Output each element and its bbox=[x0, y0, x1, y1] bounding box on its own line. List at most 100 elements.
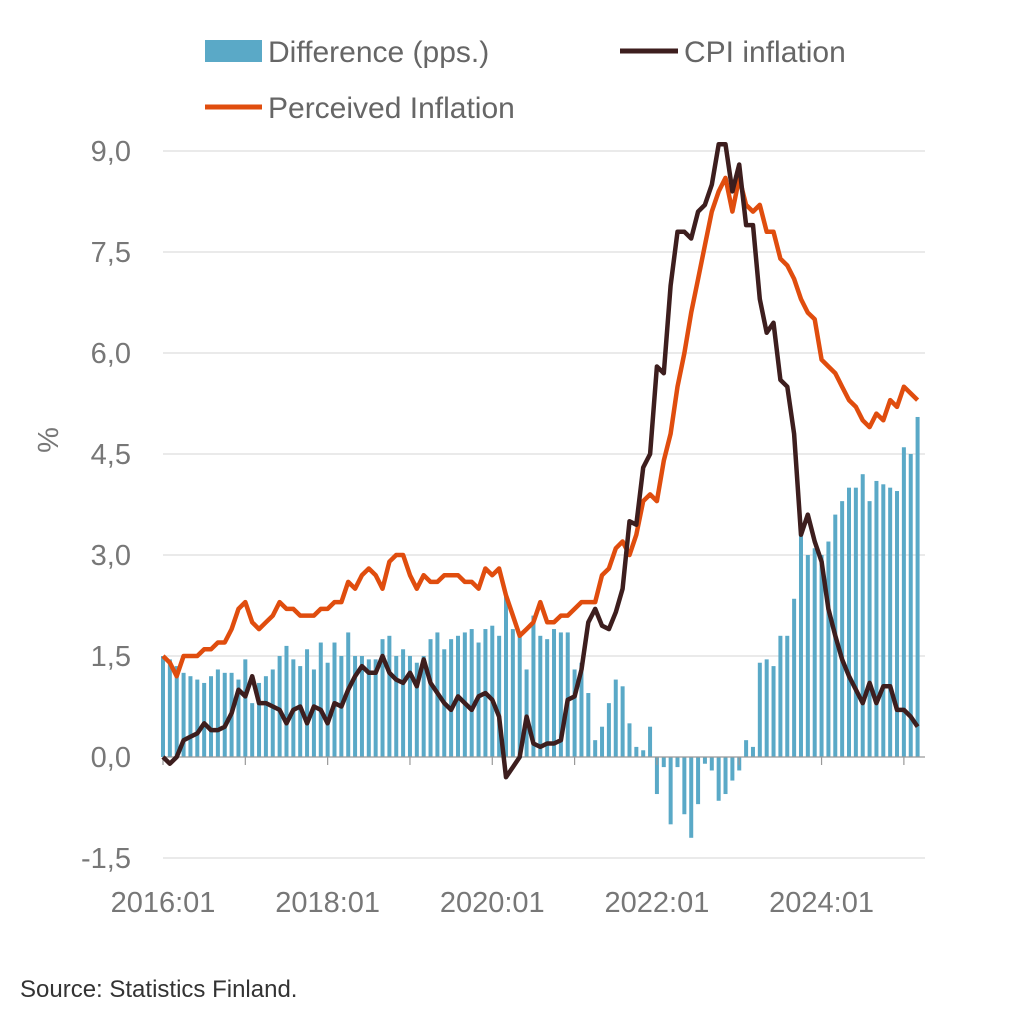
bar bbox=[332, 642, 337, 757]
bar bbox=[915, 416, 920, 757]
bar bbox=[504, 595, 508, 757]
bar bbox=[305, 649, 310, 757]
bar bbox=[819, 555, 824, 757]
x-tick-label: 2024:01 bbox=[769, 887, 874, 919]
bar bbox=[359, 656, 364, 757]
bar bbox=[654, 757, 659, 795]
bar bbox=[449, 639, 454, 757]
bar bbox=[634, 746, 639, 757]
bar bbox=[682, 757, 687, 815]
bar bbox=[730, 757, 735, 781]
bar bbox=[243, 659, 248, 757]
x-tick-label: 2018:01 bbox=[275, 887, 380, 919]
bar bbox=[161, 656, 165, 757]
bar bbox=[593, 740, 598, 757]
bar bbox=[847, 487, 851, 757]
bar bbox=[181, 672, 186, 757]
bar bbox=[702, 757, 707, 764]
bar bbox=[798, 534, 803, 757]
source-note: Source: Statistics Finland. bbox=[20, 976, 298, 1003]
bar bbox=[895, 491, 900, 757]
bar bbox=[805, 555, 810, 757]
bar bbox=[236, 679, 241, 757]
bar bbox=[318, 642, 323, 757]
bar bbox=[558, 632, 563, 757]
bar bbox=[620, 686, 625, 757]
bar bbox=[716, 757, 721, 801]
bar bbox=[531, 615, 536, 757]
gridlines bbox=[163, 150, 925, 859]
y-tick-label: 1,5 bbox=[91, 641, 131, 673]
legend-swatch-difference bbox=[205, 40, 262, 62]
bar bbox=[209, 676, 214, 757]
bar bbox=[257, 682, 262, 757]
series-lines bbox=[161, 142, 920, 780]
bar bbox=[840, 501, 845, 757]
bar bbox=[469, 629, 474, 757]
bar bbox=[778, 635, 783, 757]
bar bbox=[860, 474, 865, 757]
bar bbox=[462, 632, 467, 757]
bar bbox=[888, 487, 893, 757]
bar bbox=[325, 662, 330, 757]
bar bbox=[586, 693, 591, 757]
bar bbox=[696, 757, 701, 805]
bar bbox=[648, 726, 653, 757]
x-tick-label: 2020:01 bbox=[440, 887, 545, 919]
bar bbox=[867, 501, 872, 757]
bar bbox=[881, 484, 886, 757]
bar bbox=[826, 541, 831, 757]
legend-label-perceived: Perceived Inflation bbox=[268, 92, 515, 125]
difference-bars bbox=[161, 416, 920, 838]
bar bbox=[606, 703, 611, 757]
bar bbox=[490, 625, 495, 757]
bar bbox=[792, 598, 797, 757]
y-tick-label: 9,0 bbox=[91, 136, 131, 168]
bar bbox=[853, 487, 858, 757]
legend: Difference (pps.) CPI inflation Perceive… bbox=[205, 36, 846, 125]
bar bbox=[428, 639, 433, 757]
y-tick-label: 0,0 bbox=[91, 742, 131, 774]
bar bbox=[613, 679, 618, 757]
bar bbox=[545, 639, 550, 757]
bar bbox=[407, 656, 412, 757]
bar bbox=[764, 659, 769, 757]
x-axis bbox=[162, 756, 925, 765]
bar bbox=[188, 676, 193, 757]
bar bbox=[394, 656, 399, 757]
bar bbox=[250, 703, 255, 757]
bar bbox=[675, 757, 680, 768]
bar bbox=[661, 757, 666, 768]
bar bbox=[723, 757, 728, 795]
bar bbox=[414, 662, 419, 757]
bar bbox=[421, 656, 426, 757]
bar bbox=[311, 669, 316, 757]
y-tick-label: 4,5 bbox=[91, 439, 131, 471]
y-axis-label: % bbox=[33, 427, 65, 453]
legend-label-difference: Difference (pps.) bbox=[268, 36, 489, 69]
bar bbox=[709, 757, 714, 771]
bar bbox=[812, 548, 817, 757]
bar bbox=[565, 632, 570, 757]
bar bbox=[401, 649, 406, 757]
cpi-inflation-line bbox=[161, 142, 920, 780]
bar bbox=[524, 669, 529, 757]
bar bbox=[689, 757, 694, 838]
bar bbox=[771, 666, 776, 757]
bar bbox=[750, 746, 755, 757]
y-tick-label: 7,5 bbox=[91, 237, 131, 269]
bar bbox=[517, 635, 522, 757]
y-tick-labels: -1,5 0,0 1,5 3,0 4,5 6,0 7,5 9,0 bbox=[81, 136, 131, 875]
bar bbox=[277, 656, 282, 757]
bar bbox=[757, 662, 762, 757]
x-tick-labels: 2016:01 2018:01 2020:01 2022:01 2024:01 bbox=[111, 887, 874, 919]
bar bbox=[263, 676, 268, 757]
bar bbox=[202, 682, 207, 757]
bar bbox=[538, 635, 543, 757]
bar bbox=[284, 645, 289, 757]
bar bbox=[901, 447, 906, 757]
bar bbox=[668, 757, 673, 825]
x-tick-label: 2022:01 bbox=[605, 887, 710, 919]
bar bbox=[497, 635, 502, 757]
